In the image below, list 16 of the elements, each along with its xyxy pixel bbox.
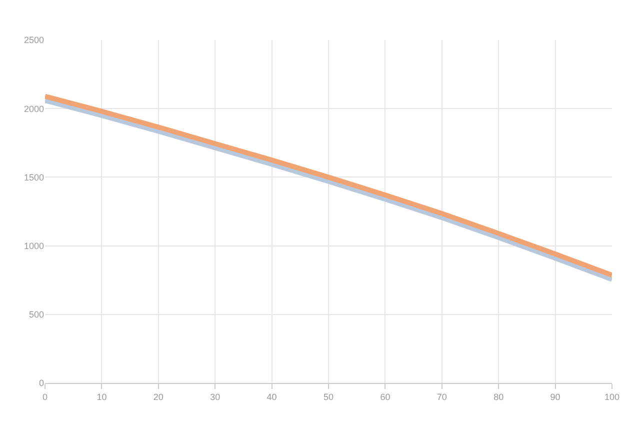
x-tick-label: 90 [550, 392, 560, 402]
y-tick-label: 1500 [24, 172, 44, 182]
x-tick-label: 60 [380, 392, 390, 402]
y-tick-label: 2000 [24, 104, 44, 114]
y-tick-label: 1000 [24, 240, 44, 251]
x-tick-label: 50 [323, 392, 334, 402]
y-tick-label: 500 [28, 310, 44, 320]
x-tick-label: 40 [266, 392, 277, 402]
x-tick-label: 10 [96, 392, 107, 402]
y-tick-label: 0 [38, 378, 44, 388]
x-tick-label: 30 [210, 392, 220, 402]
x-tick-label: 80 [494, 392, 504, 402]
x-tick-label: 70 [436, 392, 447, 402]
x-tick-label: 20 [153, 392, 164, 402]
x-tick-label: 100 [604, 392, 620, 402]
y-tick-label: 2500 [24, 35, 44, 46]
